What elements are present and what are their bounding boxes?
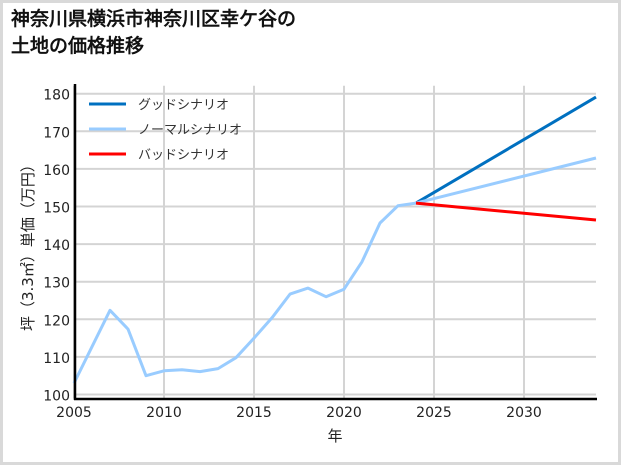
x-tick-label: 2015	[236, 405, 272, 421]
x-tick-label: 2005	[56, 405, 92, 421]
series-line	[415, 201, 597, 222]
x-tick-label: 2030	[506, 405, 542, 421]
y-tick-label: 160	[43, 163, 70, 179]
y-tick-label: 130	[43, 276, 70, 292]
legend-label: バッドシナリオ	[138, 148, 229, 163]
legend-label: ノーマルシナリオ	[138, 123, 242, 138]
x-tick-label: 2020	[326, 405, 362, 421]
y-tick-label: 100	[43, 389, 70, 405]
y-tick-label: 150	[43, 201, 70, 217]
axes	[73, 84, 597, 401]
chart-title-line2: 土地の価格推移	[11, 35, 145, 57]
y-tick-label: 110	[43, 351, 70, 367]
y-tick-label: 170	[43, 125, 70, 141]
y-tick-label: 120	[43, 313, 70, 329]
series-line	[415, 95, 597, 205]
x-axis-label: 年	[327, 427, 342, 445]
x-tick-label: 2025	[416, 405, 452, 421]
x-tick-label: 2010	[146, 405, 182, 421]
y-tick-label: 140	[43, 238, 70, 254]
series-line	[72, 156, 597, 384]
y-axis-label: 坪（3.3㎡）単価（万円）	[19, 157, 37, 331]
data-series	[72, 95, 597, 384]
chart-title: 神奈川県横浜市神奈川区幸ケ谷の 土地の価格推移	[11, 6, 296, 60]
y-tick-label: 180	[43, 88, 70, 104]
chart-title-line1: 神奈川県横浜市神奈川区幸ケ谷の	[11, 8, 297, 30]
legend-label: グッドシナリオ	[138, 98, 229, 113]
tick-labels: 100 110 120 130 140 150 160 170 180 2005 2010 2015 2…	[43, 88, 542, 421]
